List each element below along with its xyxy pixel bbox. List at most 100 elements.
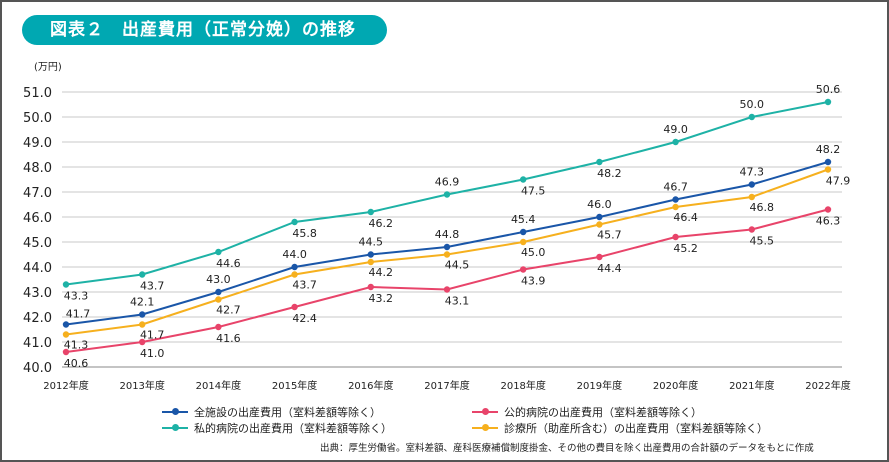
- data-label: 49.0: [663, 123, 688, 136]
- chart-title: 図表２ 出産費用（正常分娩）の推移: [22, 15, 387, 45]
- source-note: 出典：厚生労働省。室料差額、産科医療補償制度掛金、その他の費目を除く出産費用の合…: [320, 443, 814, 454]
- legend-swatch: [472, 424, 498, 431]
- line-chart: 40.0 41.0 42.0 43.0 44.0 45.0 46.0 47.0 48.0 49.0…: [23, 83, 851, 392]
- data-label: 45.0: [521, 246, 546, 259]
- data-label: 43.9: [521, 275, 546, 288]
- data-label: 48.2: [597, 167, 622, 180]
- legend-label: 公的病院の出産費用（室料差額等除く）: [504, 406, 702, 419]
- legend-swatch: [162, 408, 188, 415]
- legend-item-all: 全施設の出産費用（室料差額等除く）: [162, 404, 381, 420]
- data-point: [520, 176, 527, 183]
- legend-marker: [172, 424, 179, 431]
- y-tick-label: 44.0: [23, 261, 52, 276]
- data-point: [824, 98, 832, 106]
- data-point: [443, 286, 451, 293]
- data-label: 40.6: [64, 357, 89, 370]
- data-point: [520, 228, 527, 236]
- data-label: 41.6: [216, 332, 241, 345]
- data-label: 46.0: [587, 198, 612, 211]
- y-tick-label: 46.0: [23, 211, 52, 226]
- data-label: 45.4: [511, 213, 536, 226]
- data-point: [748, 113, 755, 121]
- data-label: 44.5: [445, 259, 470, 272]
- data-point: [748, 226, 755, 233]
- data-point: [367, 208, 374, 216]
- data-label: 45.8: [292, 227, 317, 240]
- data-point: [139, 338, 146, 346]
- y-tick-label: 40.0: [23, 361, 52, 376]
- data-point: [139, 321, 146, 328]
- data-label: 44.2: [369, 266, 394, 279]
- x-tick-label: 2014年度: [196, 379, 241, 392]
- y-tick-label: 48.0: [23, 161, 52, 176]
- data-point: [291, 218, 298, 226]
- legend-marker: [482, 408, 489, 415]
- y-tick-label: 50.0: [23, 111, 52, 126]
- x-tick-label: 2015年度: [272, 379, 317, 392]
- data-point: [596, 253, 603, 261]
- legend-item-public: 公的病院の出産費用（室料差額等除く）: [472, 404, 702, 420]
- data-label: 50.0: [740, 98, 765, 111]
- x-tick-label: 2022年度: [805, 379, 850, 392]
- y-tick-label: 49.0: [23, 136, 52, 151]
- data-point: [215, 296, 222, 303]
- data-label: 43.1: [445, 295, 470, 308]
- data-label: 44.4: [597, 262, 622, 275]
- data-label: 41.7: [140, 329, 165, 342]
- y-tick-label: 42.0: [23, 311, 52, 326]
- data-label: 42.4: [292, 312, 317, 325]
- y-tick-label: 43.0: [23, 286, 52, 301]
- data-label: 46.3: [816, 215, 841, 228]
- data-point: [367, 283, 374, 291]
- data-label: 45.7: [597, 229, 622, 242]
- data-label: 50.6: [816, 83, 841, 96]
- data-point: [367, 258, 374, 266]
- data-label: 41.3: [64, 339, 89, 352]
- legend-label: 私的病院の出産費用（室料差額等除く）: [194, 422, 392, 435]
- data-point: [672, 203, 679, 211]
- data-point: [215, 323, 222, 331]
- data-point: [291, 303, 298, 311]
- data-label: 46.9: [435, 176, 460, 189]
- legend-item-clinic: 診療所（助産所含む）の出産費用（室料差額等除く）: [472, 420, 768, 436]
- data-label: 46.8: [750, 201, 775, 214]
- data-point: [443, 243, 451, 251]
- x-tick-label: 2016年度: [348, 379, 393, 392]
- data-point: [596, 158, 603, 166]
- data-label: 42.7: [216, 304, 241, 317]
- data-label: 44.0: [282, 248, 307, 261]
- data-label: 44.8: [435, 228, 460, 241]
- data-point: [139, 311, 146, 318]
- data-label: 47.3: [740, 166, 765, 179]
- data-point: [443, 251, 451, 258]
- data-point: [672, 196, 679, 203]
- y-tick-label: 41.0: [23, 336, 52, 351]
- data-point: [62, 321, 70, 328]
- x-tick-label: 2018年度: [500, 379, 545, 392]
- legend-marker: [172, 408, 179, 415]
- legend-label: 全施設の出産費用（室料差額等除く）: [194, 406, 381, 419]
- data-point: [748, 193, 755, 201]
- data-point: [672, 138, 679, 146]
- x-tick-label: 2021年度: [729, 379, 774, 392]
- x-tick-label: 2019年度: [577, 379, 622, 392]
- x-tick-label: 2017年度: [424, 379, 469, 392]
- data-point: [291, 271, 298, 278]
- y-tick-label: 47.0: [23, 186, 52, 201]
- data-point: [62, 348, 70, 356]
- data-point: [596, 213, 603, 221]
- data-point: [215, 248, 222, 256]
- legend-swatch: [472, 408, 498, 415]
- y-tick-label: 51.0: [23, 86, 52, 101]
- legend-swatch: [162, 424, 188, 431]
- data-label: 43.0: [206, 273, 231, 286]
- x-tick-label: 2020年度: [653, 379, 698, 392]
- data-point: [748, 181, 755, 188]
- legend-label: 診療所（助産所含む）の出産費用（室料差額等除く）: [504, 422, 768, 435]
- legend-item-private: 私的病院の出産費用（室料差額等除く）: [162, 420, 392, 436]
- data-label: 46.7: [663, 181, 688, 194]
- data-label: 41.7: [66, 308, 91, 321]
- data-point: [596, 221, 603, 228]
- data-label: 42.1: [130, 296, 155, 309]
- data-point: [367, 251, 374, 258]
